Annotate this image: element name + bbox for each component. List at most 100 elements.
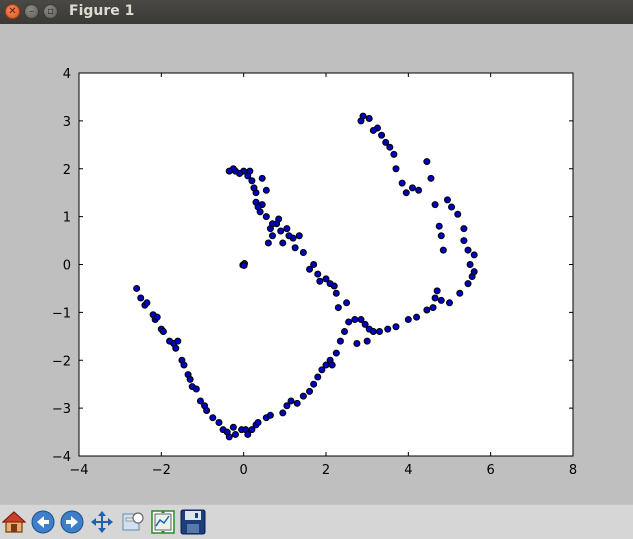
data-point [250, 184, 258, 192]
data-point [209, 414, 217, 422]
data-point [186, 375, 194, 383]
data-point [390, 150, 398, 158]
y-tick-label: −3 [52, 402, 71, 417]
data-point [386, 143, 394, 151]
data-point [328, 361, 336, 369]
data-point [231, 430, 239, 438]
data-point [287, 397, 295, 405]
save-button[interactable] [180, 508, 206, 536]
data-point [460, 225, 468, 233]
y-tick-label: −4 [52, 450, 71, 465]
data-point [314, 373, 322, 381]
window-title: Figure 1 [69, 3, 135, 19]
data-point [295, 232, 303, 240]
maximize-icon: ▫ [47, 5, 54, 17]
pan-button[interactable] [89, 508, 115, 536]
data-point [456, 289, 464, 297]
close-window-button[interactable]: ✕ [5, 4, 20, 19]
data-point [439, 246, 447, 254]
maximize-window-button[interactable]: ▫ [43, 4, 58, 19]
data-point [334, 304, 342, 312]
data-point [159, 328, 167, 336]
data-point [345, 318, 353, 326]
data-point [306, 387, 314, 395]
data-point [133, 284, 141, 292]
zoom-rect-icon [122, 512, 144, 531]
data-point [283, 225, 291, 233]
data-point [285, 232, 293, 240]
data-point [454, 210, 462, 218]
data-point [318, 366, 326, 374]
data-point [384, 325, 392, 333]
forward-button[interactable] [59, 508, 85, 536]
data-point [254, 418, 262, 426]
data-point [262, 213, 270, 221]
data-point [225, 433, 233, 441]
data-point [279, 409, 287, 417]
y-tick-label: 4 [63, 67, 71, 82]
data-point [423, 306, 431, 314]
data-point [378, 131, 386, 139]
data-point [137, 294, 145, 302]
data-point [382, 138, 390, 146]
data-point [310, 380, 318, 388]
data-point [470, 268, 478, 276]
data-point [470, 251, 478, 259]
data-point [369, 328, 377, 336]
y-tick-label: 2 [63, 163, 71, 178]
data-point [336, 337, 344, 345]
forward-arrow-icon [60, 510, 84, 534]
x-tick-label: 8 [569, 463, 577, 478]
save-disk-icon [180, 509, 206, 535]
x-tick-label: −4 [69, 463, 88, 478]
data-point [431, 294, 439, 302]
data-point [180, 361, 188, 369]
data-point [293, 399, 301, 407]
data-point [203, 407, 211, 415]
data-point [314, 270, 322, 278]
data-point [398, 179, 406, 187]
data-point [460, 237, 468, 245]
data-point [435, 222, 443, 230]
data-point [443, 196, 451, 204]
y-tick-label: 1 [63, 211, 71, 226]
data-point [413, 313, 421, 321]
data-point [192, 385, 200, 393]
data-point [446, 299, 453, 307]
data-point [357, 316, 365, 324]
y-tick-label: 0 [63, 259, 71, 274]
window-title-bar: ✕ – ▫ Figure 1 [0, 0, 633, 24]
data-point [283, 402, 291, 410]
back-button[interactable] [30, 508, 56, 536]
scatter-chart: −4 −2 0 2 4 6 8 −4 −3 −2 −1 0 1 2 3 4 [52, 67, 577, 478]
configure-subplots-button[interactable] [150, 508, 176, 536]
data-point [215, 418, 223, 426]
home-button[interactable] [1, 508, 27, 536]
data-point [244, 172, 252, 180]
y-tick-label: 3 [63, 115, 71, 130]
data-point [225, 167, 233, 175]
data-point [376, 328, 384, 336]
x-tick-label: 0 [240, 463, 248, 478]
data-point [174, 337, 182, 345]
data-point [264, 239, 272, 247]
data-point [437, 296, 445, 304]
minimize-window-button[interactable]: – [24, 4, 39, 19]
data-point [326, 280, 334, 288]
data-point [402, 189, 410, 197]
minimize-icon: – [29, 5, 34, 17]
data-point [369, 126, 377, 134]
data-point [268, 232, 276, 240]
zoom-button[interactable] [120, 508, 146, 536]
data-point [306, 265, 314, 273]
data-point [423, 158, 431, 166]
data-point [415, 186, 423, 194]
data-point [143, 299, 151, 307]
data-point [279, 239, 287, 247]
data-point [357, 117, 365, 125]
data-point [427, 174, 435, 182]
data-point [299, 392, 307, 400]
data-point [343, 299, 351, 307]
data-point [153, 313, 161, 321]
data-point [252, 198, 260, 206]
